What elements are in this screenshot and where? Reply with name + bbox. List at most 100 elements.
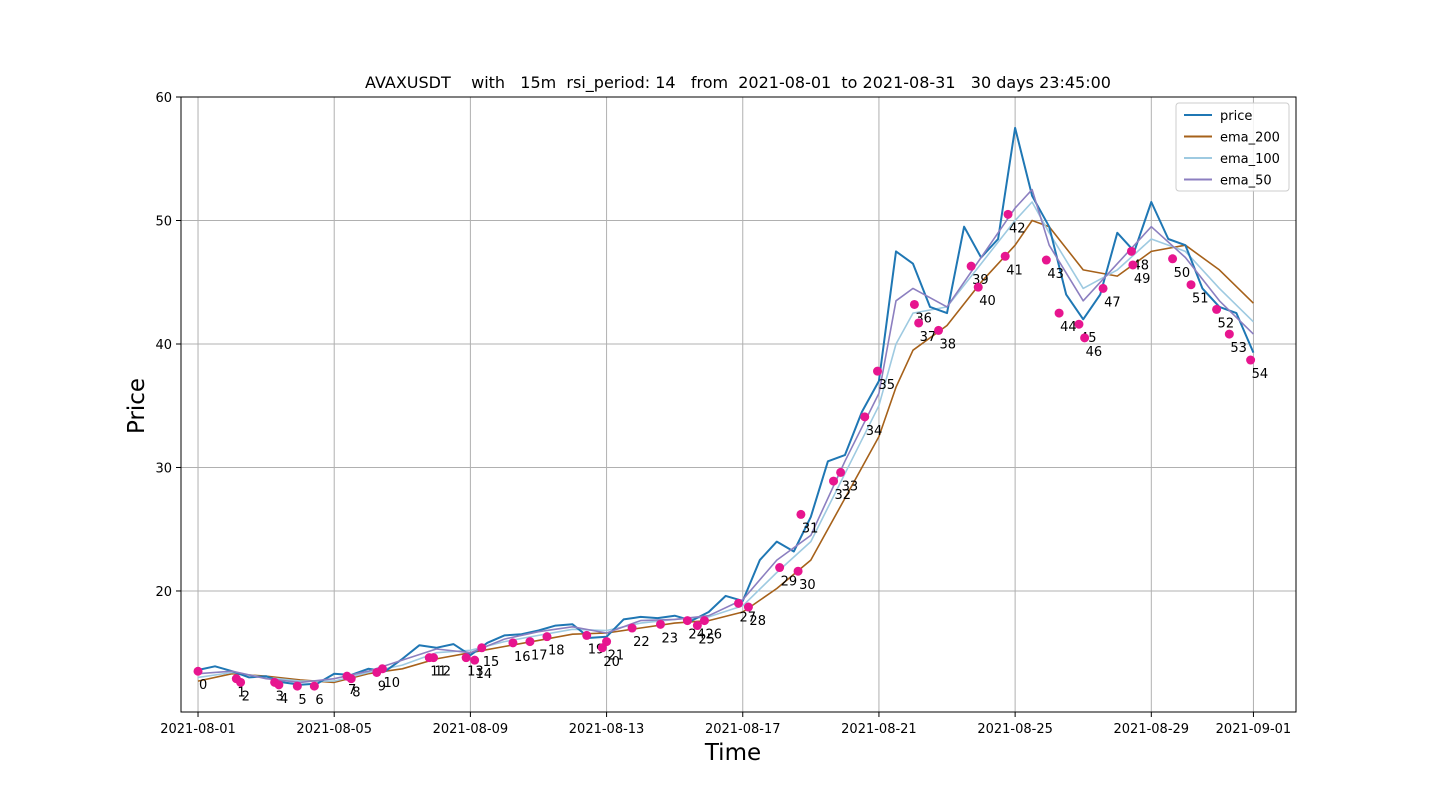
chart-title: AVAXUSDT with 15m rsi_period: 14 from 20… bbox=[365, 73, 1111, 93]
signal-point bbox=[1054, 308, 1064, 318]
signal-label: 33 bbox=[842, 479, 859, 494]
signal-point bbox=[682, 616, 692, 626]
signal-label: 35 bbox=[879, 378, 896, 393]
signal-label: 49 bbox=[1134, 272, 1151, 287]
signal-point bbox=[692, 621, 702, 631]
signal-point bbox=[909, 299, 919, 309]
signal-point bbox=[934, 325, 944, 335]
signal-point bbox=[1128, 260, 1138, 270]
signal-label: 22 bbox=[633, 635, 650, 650]
signal-label: 31 bbox=[802, 521, 819, 536]
signal-label: 9 bbox=[378, 679, 386, 694]
signal-label: 46 bbox=[1086, 345, 1103, 360]
plot-area-frame bbox=[180, 96, 1297, 713]
signal-point bbox=[1003, 209, 1013, 219]
signal-label: 15 bbox=[483, 655, 500, 670]
signal-point bbox=[973, 282, 983, 292]
signal-label: 4 bbox=[280, 692, 288, 707]
y-tick-label: 20 bbox=[155, 585, 172, 600]
signal-point bbox=[377, 664, 387, 674]
signal-label: 14 bbox=[476, 667, 493, 682]
signal-point bbox=[1074, 319, 1084, 329]
signal-point bbox=[309, 681, 319, 691]
signal-label: 30 bbox=[799, 578, 816, 593]
signal-label: 8 bbox=[352, 686, 360, 701]
y-tick-label: 60 bbox=[155, 91, 172, 106]
signal-label: 47 bbox=[1104, 295, 1121, 310]
signal-label: 1 bbox=[237, 686, 245, 701]
x-tick-label: 2021-08-13 bbox=[569, 722, 645, 737]
signal-label: 10 bbox=[383, 676, 400, 691]
x-axis-title: Time bbox=[704, 740, 761, 766]
signal-label: 52 bbox=[1218, 316, 1235, 331]
x-tick-label: 2021-08-25 bbox=[977, 722, 1053, 737]
signal-point bbox=[793, 566, 803, 576]
signal-point bbox=[236, 677, 246, 687]
signal-point bbox=[836, 467, 846, 477]
signal-point bbox=[274, 680, 284, 690]
signal-label: 25 bbox=[698, 633, 715, 648]
x-tick-label: 2021-09-01 bbox=[1216, 722, 1292, 737]
signal-point bbox=[602, 637, 612, 647]
signal-point bbox=[461, 653, 471, 663]
signal-label: 54 bbox=[1252, 367, 1269, 382]
signal-point bbox=[775, 563, 785, 573]
legend-label: price bbox=[1220, 109, 1252, 124]
signal-point bbox=[1041, 255, 1051, 265]
signal-label: 53 bbox=[1230, 341, 1247, 356]
signal-label: 2 bbox=[242, 689, 250, 704]
x-tick-label: 2021-08-29 bbox=[1114, 722, 1190, 737]
signal-point bbox=[525, 637, 535, 647]
signal-point bbox=[829, 476, 839, 486]
signal-label: 42 bbox=[1009, 221, 1026, 236]
signal-point bbox=[914, 318, 924, 328]
signal-label: 13 bbox=[467, 665, 484, 680]
signal-label: 20 bbox=[603, 655, 620, 670]
signal-label: 32 bbox=[835, 488, 852, 503]
signal-point bbox=[1080, 333, 1090, 343]
signal-label: 38 bbox=[940, 337, 957, 352]
signal-point bbox=[1212, 304, 1222, 314]
signal-label: 5 bbox=[298, 693, 306, 708]
signal-label: 16 bbox=[514, 650, 531, 665]
signal-label: 0 bbox=[199, 678, 207, 693]
x-tick-label: 2021-08-05 bbox=[296, 722, 372, 737]
signal-point bbox=[292, 681, 302, 691]
signal-point bbox=[477, 643, 487, 653]
signal-label: 48 bbox=[1132, 258, 1149, 273]
y-tick-label: 50 bbox=[155, 214, 172, 229]
signal-label: 41 bbox=[1006, 263, 1023, 278]
signal-point bbox=[1224, 329, 1234, 339]
signal-label: 29 bbox=[781, 575, 798, 590]
y-tick-label: 40 bbox=[155, 338, 172, 353]
signal-point bbox=[1186, 280, 1196, 290]
signal-label: 3 bbox=[276, 689, 284, 704]
signal-point bbox=[966, 261, 976, 271]
y-tick-label: 30 bbox=[155, 461, 172, 476]
signal-point bbox=[429, 653, 439, 663]
signal-label: 12 bbox=[435, 665, 452, 680]
signal-point bbox=[1126, 246, 1136, 256]
signal-label: 50 bbox=[1174, 266, 1191, 281]
legend: price ema_200 ema_100 ema_50 bbox=[1175, 102, 1290, 192]
signal-point bbox=[873, 366, 883, 376]
signal-label: 21 bbox=[608, 649, 625, 664]
y-axis-ticks: 20 30 40 50 60 bbox=[155, 91, 181, 600]
signal-point bbox=[470, 655, 480, 665]
signal-point bbox=[582, 630, 592, 640]
signal-label: 28 bbox=[749, 614, 766, 629]
signal-label: 18 bbox=[548, 644, 565, 659]
signal-label: 26 bbox=[705, 628, 722, 643]
y-axis-title: Price bbox=[124, 378, 150, 434]
signal-label: 51 bbox=[1192, 292, 1209, 307]
signal-label: 7 bbox=[348, 683, 356, 698]
signal-point bbox=[193, 666, 203, 676]
signal-point bbox=[734, 598, 743, 608]
signal-label: 23 bbox=[661, 631, 678, 646]
signal-point bbox=[699, 616, 709, 626]
signal-label: 24 bbox=[688, 628, 705, 643]
signal-label: 43 bbox=[1047, 267, 1064, 282]
signal-point bbox=[655, 619, 665, 629]
